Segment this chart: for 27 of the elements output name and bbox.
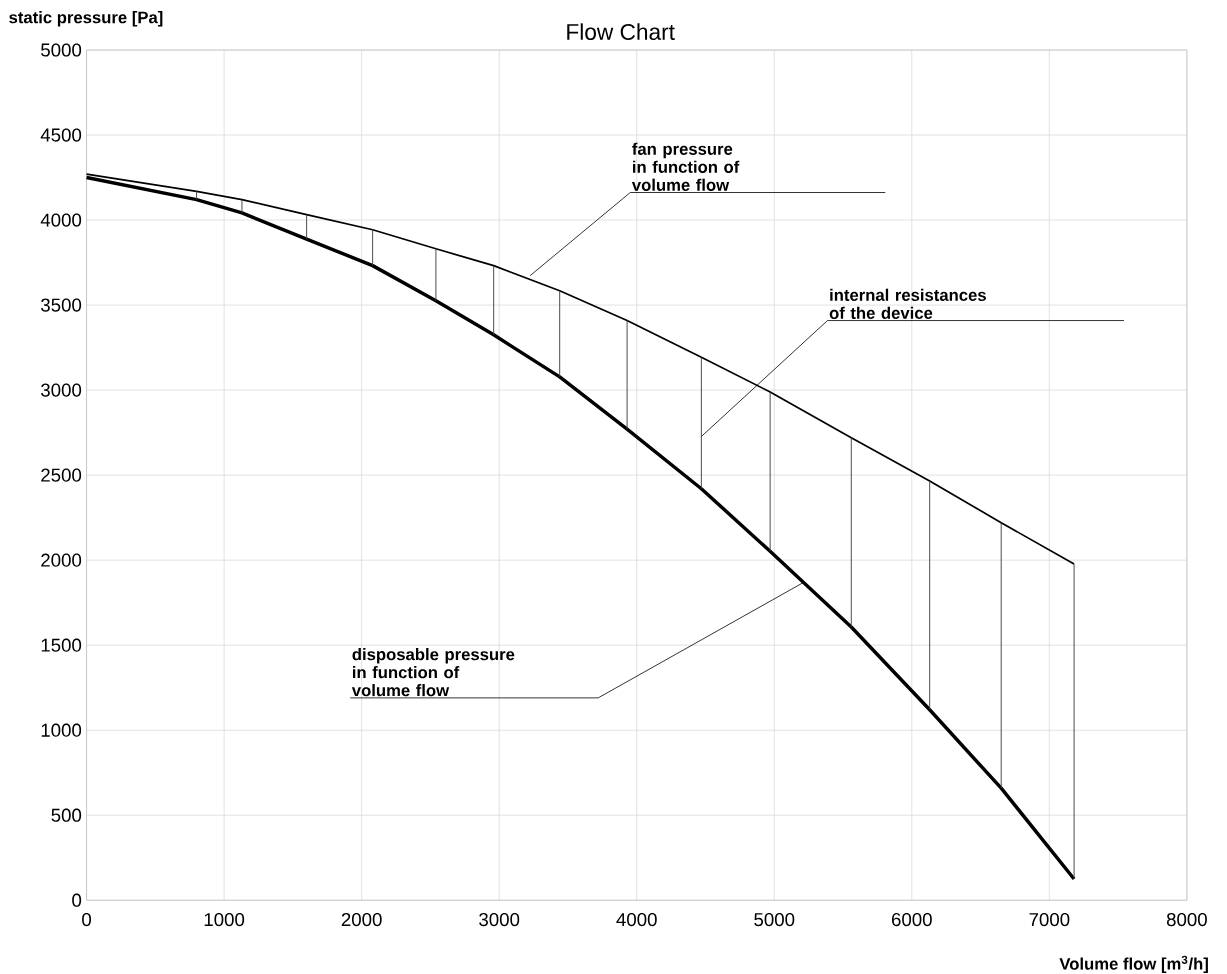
x-tick-label: 7000: [1029, 912, 1070, 927]
y-tick-label: 2500: [41, 468, 82, 482]
x-tick-label: 5000: [754, 912, 795, 927]
line-series: [84, 175, 1076, 881]
x-axis-title: Volume flow [m$^{3}$/h]: [1059, 955, 1208, 973]
y-tick-label: 3500: [41, 298, 82, 312]
x-tick-label: 3000: [479, 912, 520, 927]
y-tick-label: 0: [72, 893, 82, 907]
x-tick-label: 1000: [204, 912, 245, 927]
chart-title: Flow Chart: [567, 23, 675, 40]
y-tick-label: 4500: [40, 128, 82, 142]
annotation: internal resistances of the device: [829, 288, 986, 319]
annotation: disposable pressure in function of volume flow: [351, 647, 515, 697]
y-tick-label: 500: [51, 808, 82, 822]
annotation: fan pressure in function of volume flow: [631, 142, 740, 191]
y-tick-label: 4000: [40, 213, 82, 227]
x-tick-label: 2000: [341, 912, 382, 927]
y-tick-label: 1500: [41, 638, 82, 652]
y-tick-label: 3000: [41, 383, 82, 397]
x-tick-label: 0: [82, 912, 92, 927]
y-tick-label: 1000: [41, 723, 82, 737]
y-axis-title: static pressure [Pa]: [9, 10, 163, 27]
y-tick-label: 2000: [41, 553, 82, 567]
x-tick-label: 4000: [616, 912, 657, 927]
x-tick-label: 6000: [891, 912, 932, 927]
y-tick-label: 5000: [41, 43, 82, 57]
x-tick-label: 8000: [1166, 912, 1207, 927]
